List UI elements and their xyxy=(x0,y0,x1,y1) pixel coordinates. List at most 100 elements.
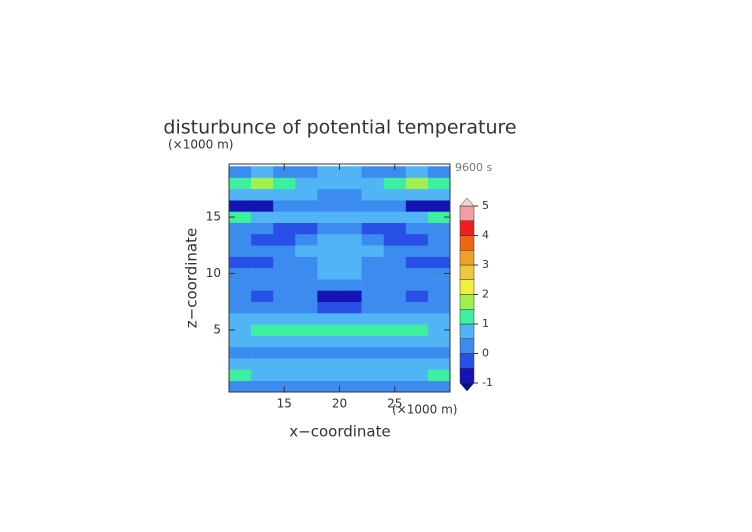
field-cell xyxy=(295,267,318,280)
field-cell xyxy=(361,200,384,212)
y-tick-label: 10 xyxy=(206,266,221,280)
field-cell xyxy=(427,177,450,190)
colorbar-segment xyxy=(459,323,475,339)
colorbar-under xyxy=(459,382,475,392)
field-cell xyxy=(273,301,296,314)
field-cell xyxy=(251,290,274,303)
x-tick-label: 15 xyxy=(277,397,292,411)
field-cell xyxy=(383,290,407,303)
field-cell xyxy=(229,245,252,257)
x-tick-label: 20 xyxy=(332,397,347,411)
colorbar-tick-label: 5 xyxy=(482,199,489,212)
field-cell xyxy=(383,233,407,246)
field-cell xyxy=(273,188,296,201)
field-cell xyxy=(405,245,429,257)
field-cell xyxy=(427,335,450,348)
field-cell xyxy=(339,346,362,359)
field-cell xyxy=(273,177,296,190)
field-cell xyxy=(295,324,318,336)
field-cell xyxy=(405,177,429,190)
field-cell xyxy=(317,324,340,336)
field-cell xyxy=(295,200,318,212)
colorbar-segment xyxy=(459,264,475,280)
field-cell xyxy=(229,166,252,178)
field-cell xyxy=(273,279,296,291)
field-cell xyxy=(295,380,318,392)
field-cell xyxy=(251,346,274,359)
field-cell xyxy=(295,188,318,201)
field-cell xyxy=(229,358,252,370)
field-cell xyxy=(383,166,407,178)
field-cell xyxy=(273,369,296,382)
colorbar-tick-label: 1 xyxy=(482,317,489,330)
y-tick-label: 15 xyxy=(206,210,221,224)
field-cell xyxy=(339,369,362,382)
field-cell xyxy=(229,233,252,246)
field-cell xyxy=(383,245,407,257)
colorbar-segment xyxy=(459,205,475,221)
field-cell xyxy=(383,335,407,348)
field-cell xyxy=(427,324,450,336)
field-cell xyxy=(295,369,318,382)
field-cell xyxy=(295,279,318,291)
field-cell xyxy=(251,301,274,314)
colorbar-segment xyxy=(459,250,475,266)
field-cell xyxy=(339,222,362,235)
field-cell xyxy=(317,290,340,303)
field-cell xyxy=(339,358,362,370)
field-cell xyxy=(361,233,384,246)
field-cell xyxy=(317,256,340,269)
field-cell xyxy=(339,200,362,212)
field-cell xyxy=(273,222,296,235)
field-cell xyxy=(295,222,318,235)
x-tick-label: 25 xyxy=(387,397,402,411)
field-cell xyxy=(405,256,429,269)
field-cell xyxy=(295,177,318,190)
field-cell xyxy=(361,256,384,269)
colorbar-segment xyxy=(459,279,475,295)
field-cell xyxy=(273,290,296,303)
field-cell xyxy=(361,312,384,325)
field-cell xyxy=(427,166,450,178)
colorbar-segment xyxy=(459,309,475,325)
field-cell xyxy=(361,369,384,382)
colorbar-segment xyxy=(459,294,475,310)
field-cell xyxy=(273,200,296,212)
field-cell xyxy=(405,335,429,348)
field-cell xyxy=(339,301,362,314)
x-unit: (×1000 m) xyxy=(392,403,457,417)
field-cell xyxy=(251,369,274,382)
field-cell xyxy=(339,245,362,257)
field-cell xyxy=(405,380,429,392)
field-cell xyxy=(295,312,318,325)
field-cell xyxy=(405,369,429,382)
field-cell xyxy=(229,301,252,314)
y-unit: (×1000 m) xyxy=(168,138,233,152)
field-cell xyxy=(361,290,384,303)
field-cell xyxy=(295,256,318,269)
field-cell xyxy=(251,200,274,212)
field-cell xyxy=(339,279,362,291)
field-cell xyxy=(383,312,407,325)
field-cell xyxy=(361,245,384,257)
field-cell xyxy=(317,301,340,314)
field-cell xyxy=(361,267,384,280)
field-cell xyxy=(229,211,252,223)
colorbar-segment xyxy=(459,235,475,251)
field-cell xyxy=(383,324,407,336)
field-cell xyxy=(251,256,274,269)
field-cell xyxy=(361,335,384,348)
field-cell xyxy=(273,346,296,359)
field-cell xyxy=(273,211,296,223)
field-cell xyxy=(339,380,362,392)
field-cell xyxy=(361,358,384,370)
field-cell xyxy=(229,267,252,280)
field-cell xyxy=(405,200,429,212)
colorbar-segment xyxy=(459,368,475,384)
colorbar-segment xyxy=(459,220,475,236)
field-cell xyxy=(427,358,450,370)
field-cell xyxy=(427,233,450,246)
field-cell xyxy=(405,222,429,235)
field-cell xyxy=(229,380,252,392)
